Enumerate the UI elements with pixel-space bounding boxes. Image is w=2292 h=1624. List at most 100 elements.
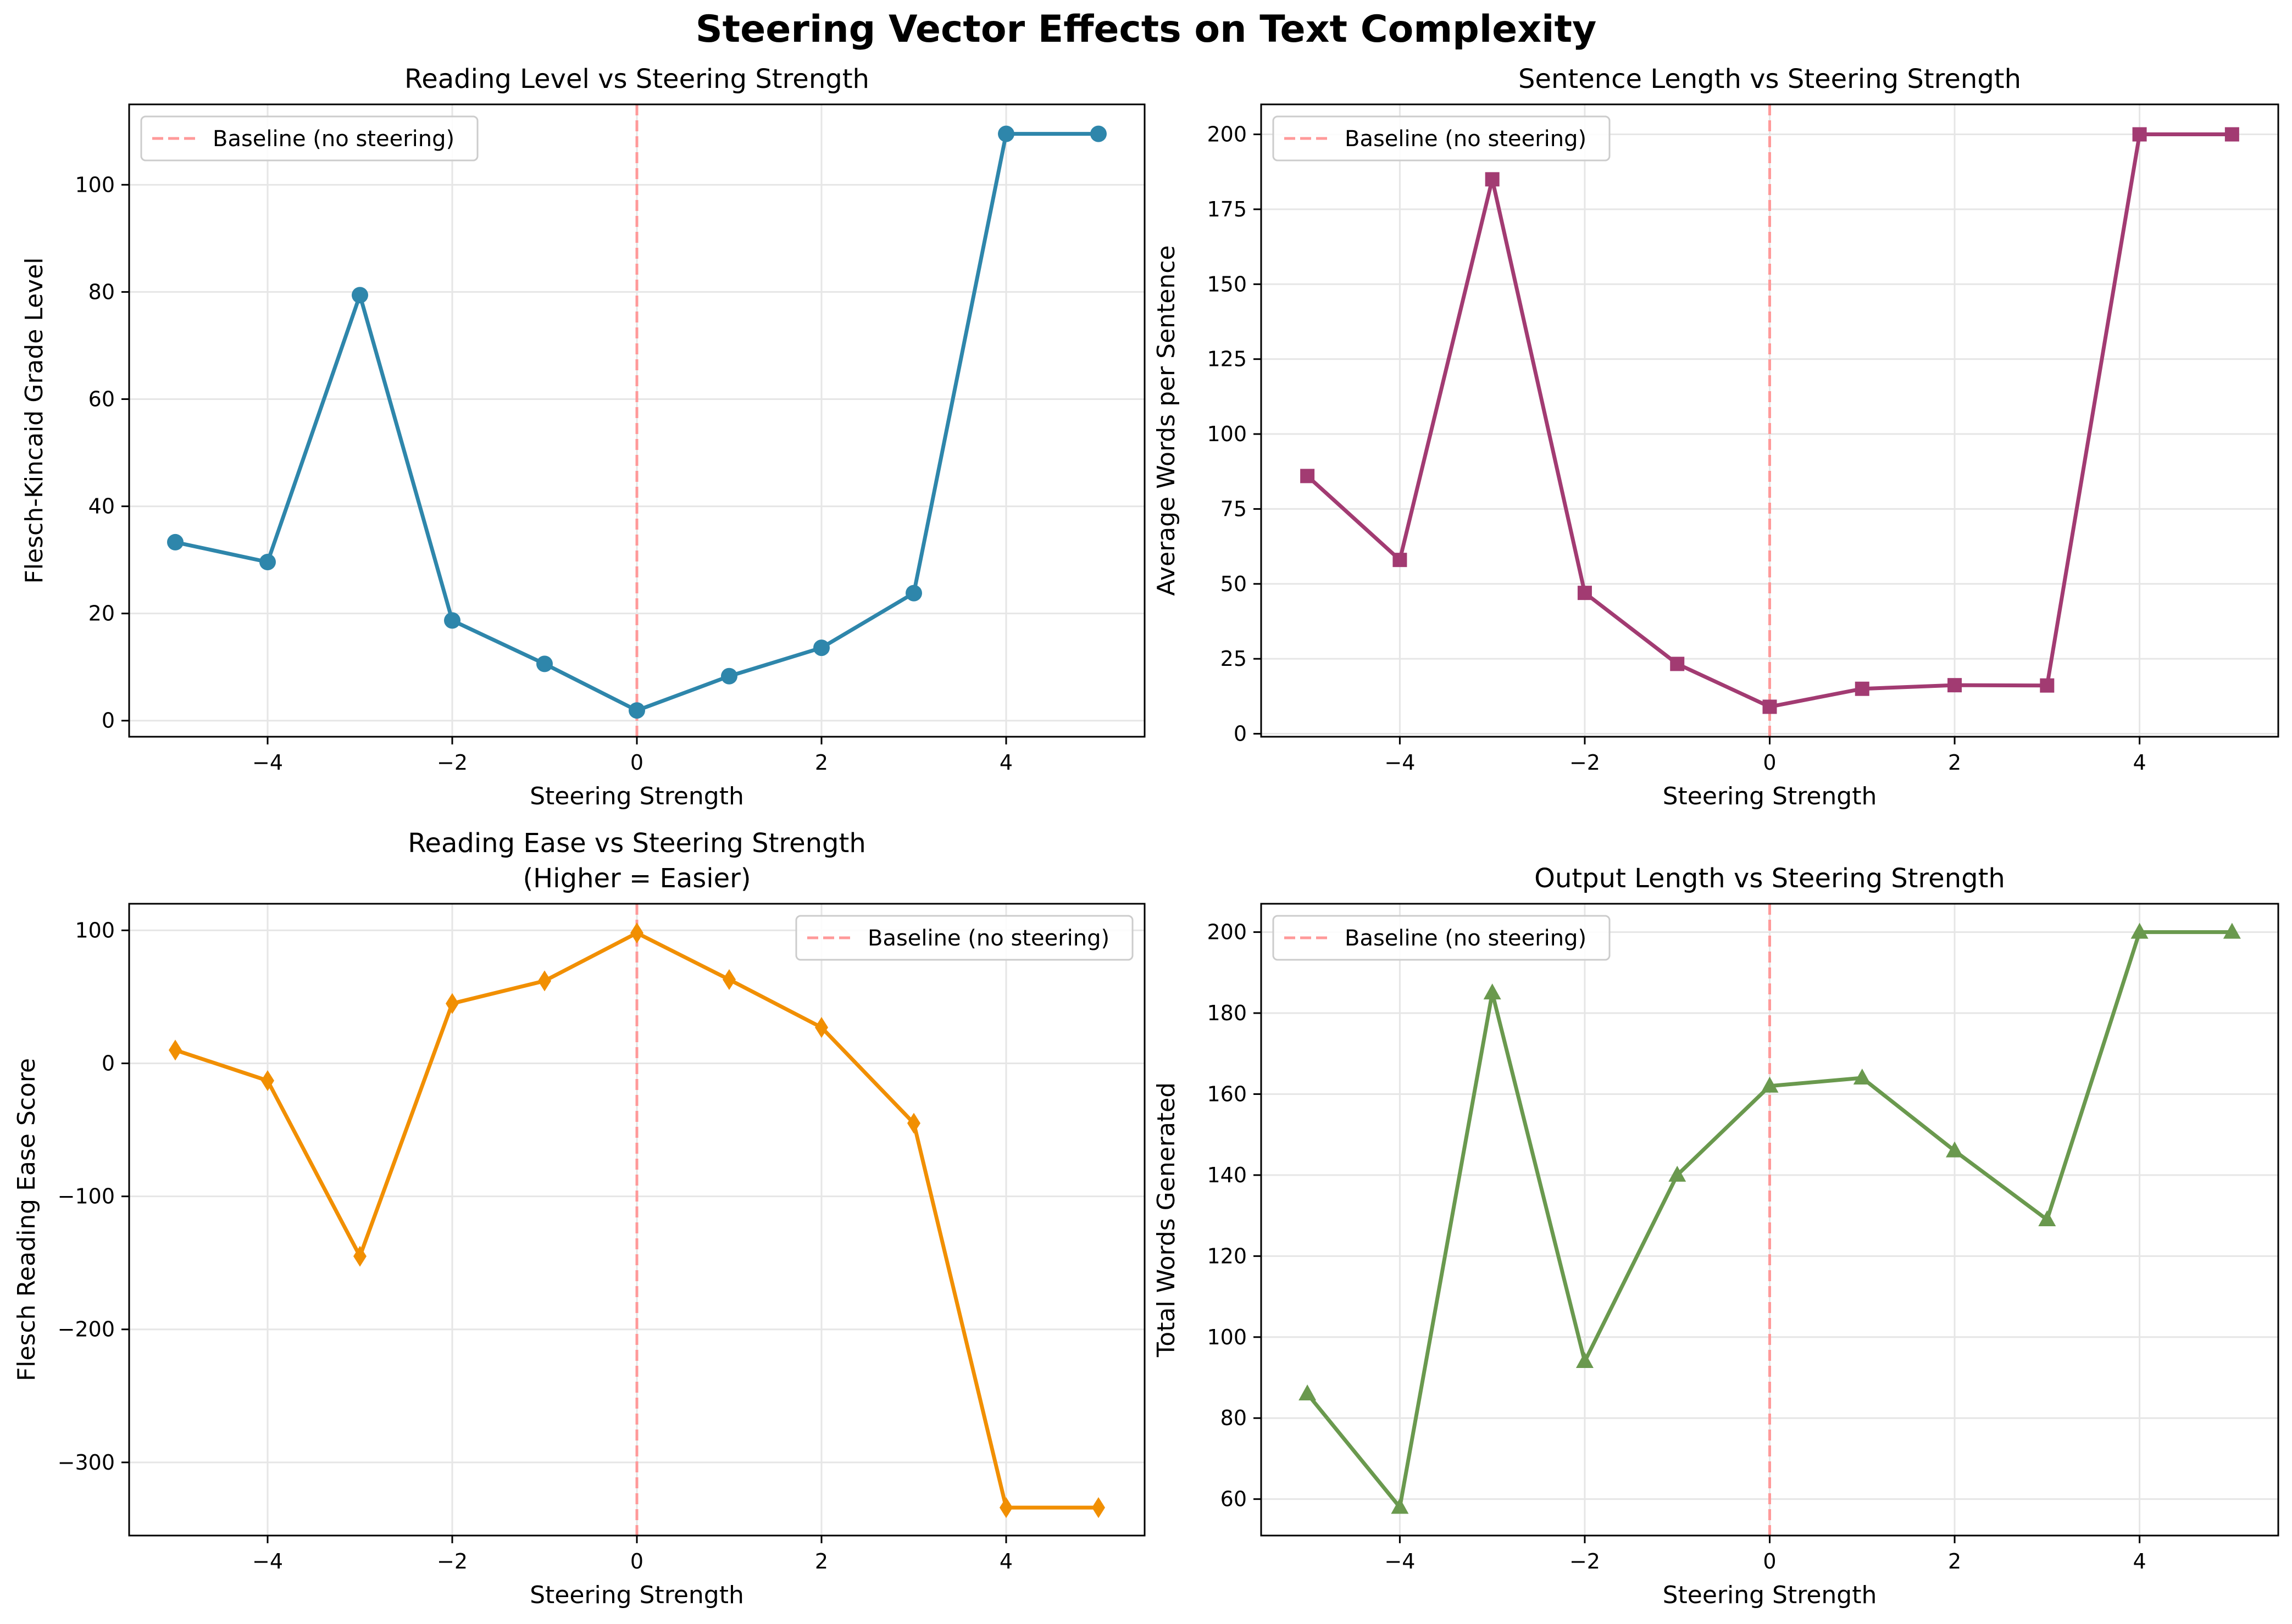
legend-box	[1272, 115, 1611, 162]
y-tick-label: 180	[1207, 1001, 1247, 1025]
y-tick-label: 50	[1220, 572, 1247, 596]
data-point	[446, 993, 459, 1014]
data-point	[1483, 983, 1501, 1000]
x-tick-label: −4	[252, 1549, 283, 1573]
y-tick-label: 60	[88, 387, 115, 411]
x-tick-label: 2	[1948, 750, 1961, 775]
data-point	[352, 287, 368, 304]
chart-panel-4: −4 −2 0 2 4 60 80 100 120 140 160 180 200 Steering St…	[1152, 863, 2279, 1609]
y-tick-label: −300	[58, 1450, 115, 1475]
x-tick-label: 0	[1763, 1549, 1776, 1573]
x-tick-label: 2	[1948, 1549, 1961, 1573]
data-point	[1761, 1076, 1779, 1093]
data-point	[2132, 127, 2147, 142]
x-tick-label: 2	[815, 1549, 828, 1573]
y-tick-label: 150	[1207, 272, 1247, 296]
y-tick-label: 0	[102, 1052, 115, 1076]
x-axis-label: Steering Strength	[1663, 1581, 1877, 1609]
y-tick-label: 200	[1207, 123, 1247, 147]
legend-box	[795, 915, 1134, 961]
chart-title: Reading Ease vs Steering Strength	[408, 828, 866, 859]
chart-panel-3: −4 −2 0 2 4 −300 −200 −100 0 100 Steering Strength…	[13, 828, 1146, 1609]
y-tick-label: 100	[1207, 1325, 1247, 1349]
x-tick-label: 4	[2133, 1549, 2146, 1573]
data-point	[1947, 678, 1962, 693]
data-point	[2223, 922, 2241, 939]
x-axis-label: Steering Strength	[530, 1581, 744, 1609]
y-axis-label: Flesch-Kincaid Grade Level	[20, 257, 48, 583]
y-tick-label: 125	[1207, 347, 1247, 371]
data-point	[259, 554, 276, 571]
y-axis-label: Average Words per Sentence	[1152, 245, 1180, 596]
data-point	[1670, 657, 1685, 671]
data-point	[1298, 1384, 1317, 1400]
legend-box	[140, 115, 479, 162]
data-point	[1762, 699, 1777, 714]
data-point	[721, 668, 737, 685]
chart-title: Sentence Length vs Steering Strength	[1518, 64, 2021, 94]
y-tick-label: 160	[1207, 1082, 1247, 1106]
x-tick-label: 4	[1000, 1549, 1013, 1573]
y-tick-label: 0	[102, 709, 115, 733]
legend: Baseline (no steering)	[140, 115, 479, 162]
data-point	[1391, 1498, 1409, 1514]
x-tick-label: 0	[630, 750, 643, 775]
chart-panel-2: −4 −2 0 2 4 0 25 50 75 100 125 150 175 200 Steering St…	[1152, 64, 2279, 810]
chart-title: Reading Level vs Steering Strength	[404, 64, 869, 94]
y-tick-label: 80	[88, 280, 115, 304]
data-point	[1300, 469, 1315, 483]
y-axis-label: Flesch Reading Ease Score	[13, 1058, 41, 1381]
data-point	[261, 1070, 274, 1091]
y-tick-label: 120	[1207, 1244, 1247, 1268]
data-point	[167, 533, 184, 550]
data-point	[629, 702, 645, 719]
x-tick-label: −2	[437, 1549, 468, 1573]
chart-title: Output Length vs Steering Strength	[1534, 863, 2005, 894]
x-tick-label: 0	[630, 1549, 643, 1573]
data-point	[907, 1113, 920, 1134]
x-tick-label: −2	[437, 750, 468, 775]
x-tick-label: −2	[1569, 1549, 1600, 1573]
figure-title: Steering Vector Effects on Text Complexi…	[695, 8, 1597, 51]
y-tick-label: 200	[1207, 920, 1247, 944]
legend-label: Baseline (no steering)	[1345, 926, 1586, 951]
data-point	[1668, 1165, 1686, 1182]
data-point	[1092, 1497, 1105, 1519]
legend-label: Baseline (no steering)	[1345, 126, 1586, 152]
y-tick-label: 100	[1207, 422, 1247, 446]
data-point	[1946, 1141, 1964, 1158]
y-tick-label: 140	[1207, 1163, 1247, 1187]
y-tick-label: 100	[75, 918, 115, 942]
data-point	[723, 969, 736, 990]
data-point	[536, 655, 553, 672]
y-tick-label: 25	[1220, 647, 1247, 671]
x-axis-label: Steering Strength	[530, 782, 744, 810]
x-tick-label: 2	[815, 750, 828, 775]
y-tick-label: −200	[58, 1317, 115, 1342]
x-tick-label: 4	[1000, 750, 1013, 775]
y-tick-label: 0	[1234, 722, 1247, 746]
data-point	[2130, 922, 2149, 939]
data-point	[538, 970, 551, 992]
data-point	[998, 125, 1014, 142]
y-tick-label: 60	[1220, 1487, 1247, 1511]
y-axis-label: Total Words Generated	[1152, 1082, 1180, 1358]
legend-label: Baseline (no steering)	[868, 926, 1109, 951]
y-tick-label: 40	[88, 494, 115, 519]
x-tick-label: −2	[1569, 750, 1600, 775]
x-tick-label: 0	[1763, 750, 1776, 775]
data-point	[1000, 1497, 1013, 1519]
data-point	[1855, 681, 1869, 696]
x-tick-label: −4	[252, 750, 283, 775]
x-tick-label: −4	[1384, 1549, 1415, 1573]
x-tick-label: 4	[2133, 750, 2146, 775]
data-point	[1577, 586, 1592, 600]
chart-subtitle: (Higher = Easier)	[523, 863, 751, 894]
data-point	[2038, 1210, 2056, 1226]
y-tick-label: 175	[1207, 197, 1247, 221]
legend-box	[1272, 915, 1611, 961]
data-point	[1485, 172, 1500, 187]
legend: Baseline (no steering)	[1272, 115, 1611, 162]
